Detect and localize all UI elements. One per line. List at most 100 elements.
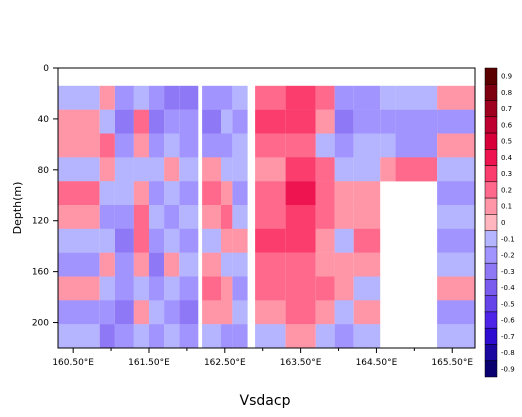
colorbar-swatch	[484, 116, 498, 134]
colorbar-label: -0.4	[501, 284, 515, 292]
heatmap-cell	[133, 205, 149, 230]
heatmap-cell	[285, 157, 316, 182]
heatmap-cell	[395, 157, 438, 182]
heatmap-cell	[133, 252, 149, 277]
heatmap-cell	[334, 252, 354, 277]
heatmap-cell	[133, 133, 149, 158]
heatmap-cell	[255, 324, 286, 349]
heatmap-cell	[334, 205, 354, 230]
heatmap-cell	[353, 324, 381, 349]
heatmap-cell	[315, 181, 335, 206]
heatmap-cell	[58, 109, 100, 134]
heatmap-cell	[255, 133, 286, 158]
heatmap-cell	[437, 276, 475, 301]
heatmap-cell	[353, 133, 381, 158]
heatmap-cell	[437, 109, 475, 134]
heatmap-cell	[221, 109, 233, 134]
heatmap-cell	[164, 157, 180, 182]
heatmap-cell	[99, 181, 115, 206]
heatmap-cell	[202, 324, 222, 349]
heatmap-cell	[133, 181, 149, 206]
heatmap-cell	[437, 133, 475, 158]
heatmap-cell	[58, 300, 100, 325]
heatmap-cell	[58, 228, 100, 253]
heatmap-cell	[202, 133, 222, 158]
heatmap-cell	[232, 85, 248, 110]
heatmap-cell	[202, 276, 222, 301]
heatmap-cell	[353, 109, 381, 134]
y-axis-label: Depth(m)	[11, 182, 24, 235]
x-axis: 160.50°E 161.50°E 162.50°E 163.50°E 164.50°E…	[52, 348, 473, 368]
heatmap-cell	[437, 205, 475, 230]
heatmap-cell	[202, 109, 222, 134]
heatmap-cell	[114, 300, 134, 325]
y-tick-label: 120	[32, 217, 49, 227]
heatmap-cell	[255, 181, 286, 206]
y-tick-label: 40	[38, 115, 50, 125]
heatmap-cell	[221, 157, 233, 182]
heatmap-cell	[395, 133, 438, 158]
heatmap-cell	[99, 276, 115, 301]
heatmap-cell	[437, 157, 475, 182]
heatmap-cell	[149, 181, 165, 206]
colorbar-label: -0.5	[501, 300, 515, 308]
heatmap-cell	[179, 181, 199, 206]
colorbar-label: 0	[501, 219, 505, 227]
y-tick-label: 80	[38, 166, 50, 176]
colorbar-label: 0.4	[501, 154, 513, 162]
heatmap-cell	[285, 181, 316, 206]
colorbar-label: 0.8	[501, 89, 512, 97]
colorbar-swatch	[484, 279, 498, 296]
colorbar-label: -0.8	[501, 349, 515, 357]
x-tick-label: 160.50°E	[52, 358, 94, 368]
heatmap-cell	[114, 205, 134, 230]
heatmap-cell	[255, 205, 286, 230]
heatmap-cell	[99, 228, 115, 253]
heatmap-cell	[334, 133, 354, 158]
heatmap-cell	[202, 205, 222, 230]
heatmap-cell	[232, 276, 248, 301]
heatmap-cell	[334, 157, 354, 182]
heatmap-cell	[255, 228, 286, 253]
heatmap-cell	[353, 85, 381, 110]
heatmap-cell	[232, 205, 248, 230]
heatmap-cell	[99, 133, 115, 158]
colorbar-label: 0.7	[501, 105, 512, 113]
heatmap-cell	[149, 85, 165, 110]
heatmap-cell	[202, 252, 222, 277]
colorbar-swatch	[484, 327, 498, 345]
heatmap-cell	[99, 85, 115, 110]
heatmap-cell	[221, 324, 233, 349]
heatmap-cell	[232, 133, 248, 158]
heatmap-cell	[232, 228, 248, 253]
heatmap-cell	[437, 324, 475, 349]
heatmap-cell	[202, 300, 222, 325]
heatmap-cell	[133, 157, 149, 182]
heatmap-cell	[114, 252, 134, 277]
heatmap-cell	[221, 205, 233, 230]
heatmap-cell	[221, 228, 233, 253]
heatmap-cell	[221, 133, 233, 158]
heatmap-cell	[202, 157, 222, 182]
heatmap-cell	[149, 276, 165, 301]
heatmap-cell	[99, 324, 115, 349]
heatmap-cell	[164, 300, 180, 325]
colorbar-label: -0.3	[501, 268, 515, 276]
heatmap-cell	[58, 181, 100, 206]
colorbar-swatch	[484, 295, 498, 313]
colorbar-swatch	[484, 262, 498, 280]
heatmap-cell	[395, 109, 438, 134]
heatmap-cell	[353, 300, 381, 325]
heatmap-cell	[114, 157, 134, 182]
heatmap-cell	[149, 252, 165, 277]
x-tick-label: 161.50°E	[128, 358, 170, 368]
colorbar-label: -0.1	[501, 235, 515, 243]
heatmap-cell	[149, 157, 165, 182]
x-tick-label: 165.50°E	[431, 358, 473, 368]
heatmap-cell	[133, 276, 149, 301]
x-tick-label: 163.50°E	[280, 358, 322, 368]
colorbar-swatch	[484, 360, 498, 378]
plot-frame	[57, 67, 476, 349]
heatmap-cell	[149, 109, 165, 134]
